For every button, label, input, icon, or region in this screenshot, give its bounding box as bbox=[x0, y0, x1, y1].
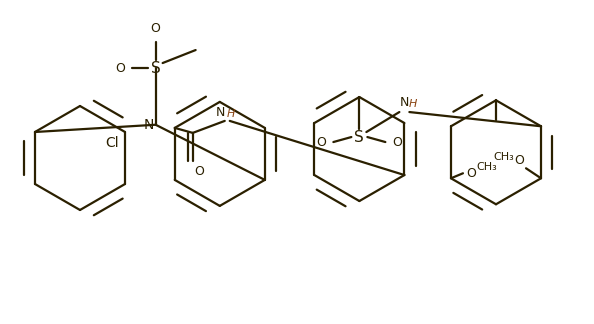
Text: O: O bbox=[115, 62, 125, 75]
Text: O: O bbox=[195, 165, 204, 178]
Text: O: O bbox=[317, 135, 326, 148]
Text: H: H bbox=[408, 99, 417, 109]
Text: CH₃: CH₃ bbox=[476, 162, 497, 172]
Text: H: H bbox=[227, 109, 235, 119]
Text: S: S bbox=[151, 61, 160, 75]
Text: S: S bbox=[355, 130, 364, 145]
Text: N: N bbox=[143, 118, 154, 132]
Text: O: O bbox=[514, 154, 524, 167]
Text: O: O bbox=[393, 135, 402, 148]
Text: N: N bbox=[399, 96, 409, 109]
Text: N: N bbox=[216, 106, 225, 119]
Text: O: O bbox=[466, 167, 476, 180]
Text: O: O bbox=[151, 22, 160, 35]
Text: CH₃: CH₃ bbox=[493, 152, 514, 162]
Text: Cl: Cl bbox=[105, 136, 119, 150]
